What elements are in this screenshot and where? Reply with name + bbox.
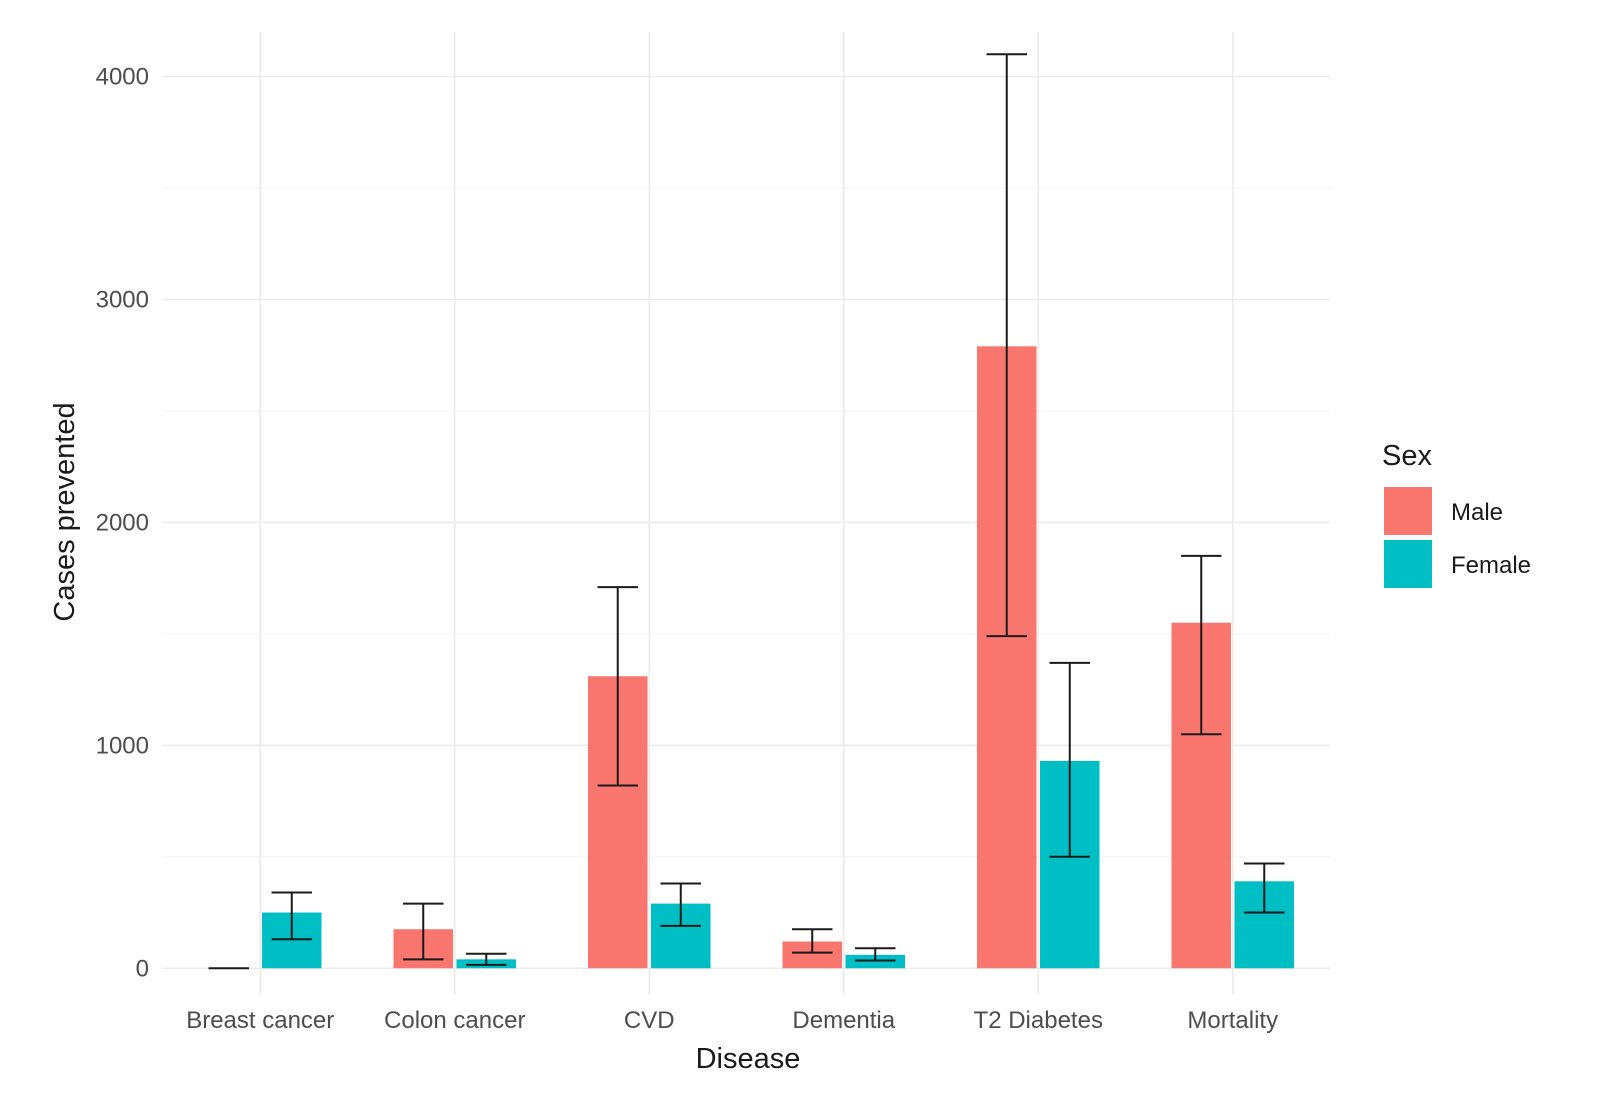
error-bar — [986, 53, 1027, 638]
error-bar — [792, 928, 833, 954]
error-bar — [403, 902, 444, 961]
legend-label-female: Female — [1451, 552, 1531, 579]
x-tick-label: Dementia — [792, 1007, 895, 1034]
x-tick-label: Breast cancer — [186, 1007, 334, 1034]
x-tick-label: T2 Diabetes — [974, 1007, 1103, 1034]
error-bar — [855, 947, 896, 962]
y-tick-label: 2000 — [96, 509, 149, 536]
bar-female — [845, 954, 906, 969]
bars — [262, 346, 1295, 969]
x-tick-label: CVD — [624, 1007, 675, 1034]
legend: Sex Male Female — [1382, 440, 1531, 588]
legend-title: Sex — [1382, 440, 1432, 472]
y-axis-ticks: 0 1000 2000 3000 4000 — [96, 64, 149, 983]
legend-key-female — [1384, 540, 1432, 588]
y-tick-label: 4000 — [96, 64, 149, 91]
error-bars — [208, 53, 1285, 970]
error-bar — [271, 891, 312, 941]
legend-label-male: Male — [1451, 499, 1503, 526]
error-bar — [1244, 862, 1285, 914]
error-bar — [597, 586, 638, 787]
y-tick-label: 3000 — [96, 287, 149, 314]
x-axis-ticks: Breast cancer Colon cancer CVD Dementia T2 D… — [186, 1007, 1278, 1034]
error-bar — [1049, 661, 1090, 858]
error-bar — [660, 882, 701, 927]
y-tick-label: 0 — [136, 955, 149, 982]
x-tick-label: Mortality — [1187, 1007, 1278, 1034]
x-tick-label: Colon cancer — [384, 1007, 525, 1034]
y-axis-title: Cases prevented — [49, 402, 81, 621]
error-bar — [1181, 554, 1222, 736]
grid — [163, 32, 1330, 995]
y-tick-label: 1000 — [96, 732, 149, 759]
error-bar — [466, 952, 507, 966]
x-axis-title: Disease — [696, 1043, 801, 1075]
legend-key-male — [1384, 487, 1432, 535]
